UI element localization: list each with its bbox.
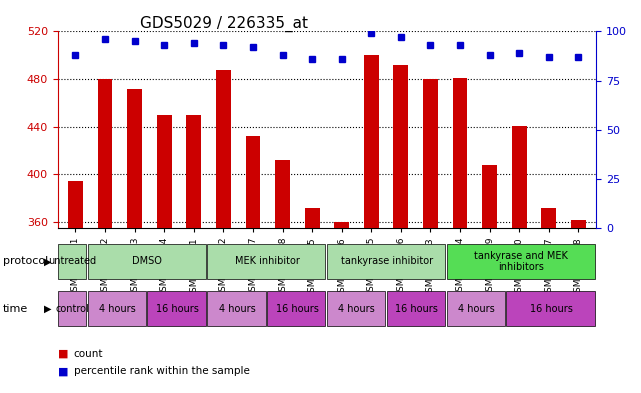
Bar [571,220,586,228]
Bar [216,70,231,228]
FancyBboxPatch shape [58,244,86,279]
Text: tankyrase inhibitor: tankyrase inhibitor [340,256,433,266]
FancyBboxPatch shape [267,291,326,326]
Bar [512,125,527,228]
FancyBboxPatch shape [58,291,86,326]
Text: tankyrase and MEK
inhibitors: tankyrase and MEK inhibitors [474,251,569,272]
FancyBboxPatch shape [88,244,206,279]
Text: 4 hours: 4 hours [219,303,256,314]
Bar [127,88,142,228]
Text: 16 hours: 16 hours [276,303,319,314]
Bar [335,222,349,228]
FancyBboxPatch shape [88,291,146,326]
Text: time: time [3,303,28,314]
FancyBboxPatch shape [506,291,595,326]
Text: ■: ■ [58,366,68,376]
Text: 16 hours: 16 hours [530,303,572,314]
Bar [97,79,112,228]
Bar [542,208,556,228]
Bar [275,160,290,228]
Bar [304,208,319,228]
FancyBboxPatch shape [147,291,206,326]
Text: 4 hours: 4 hours [338,303,375,314]
Text: MEK inhibitor: MEK inhibitor [235,256,299,266]
Text: GDS5029 / 226335_at: GDS5029 / 226335_at [140,16,308,32]
Bar [68,182,83,228]
Bar [187,115,201,228]
FancyBboxPatch shape [207,291,265,326]
FancyBboxPatch shape [447,244,595,279]
FancyBboxPatch shape [447,291,505,326]
Bar [453,78,467,228]
Text: 16 hours: 16 hours [156,303,199,314]
Bar [423,79,438,228]
Text: untreated: untreated [49,256,97,266]
Bar [246,136,260,228]
FancyBboxPatch shape [327,244,445,279]
Text: control: control [56,303,90,314]
Bar [482,165,497,228]
Text: count: count [74,349,103,359]
Text: ■: ■ [58,349,68,359]
Text: DMSO: DMSO [133,256,162,266]
FancyBboxPatch shape [207,244,326,279]
Text: 4 hours: 4 hours [458,303,495,314]
Bar [364,55,379,228]
Text: ▶: ▶ [44,303,51,314]
FancyBboxPatch shape [327,291,385,326]
Bar [157,115,172,228]
Text: 4 hours: 4 hours [99,303,136,314]
Text: percentile rank within the sample: percentile rank within the sample [74,366,249,376]
Text: protocol: protocol [3,256,49,266]
Text: 16 hours: 16 hours [395,303,438,314]
Text: ▶: ▶ [44,256,51,266]
Bar [394,65,408,228]
FancyBboxPatch shape [387,291,445,326]
